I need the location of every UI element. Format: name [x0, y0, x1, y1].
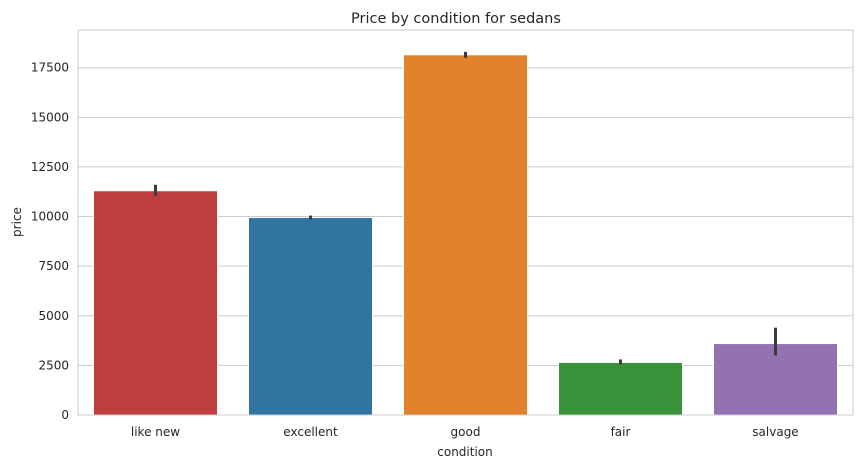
- error-bars: [154, 51, 777, 365]
- y-axis-label: price: [10, 207, 24, 237]
- x-tick-labels: like new excellent good fair salvage: [131, 425, 799, 439]
- x-axis-label: condition: [437, 445, 492, 459]
- x-tick-label: good: [451, 425, 481, 439]
- bar-fair: [558, 361, 683, 416]
- plot-frame: [77, 29, 854, 416]
- y-tick-label: 15000: [31, 110, 69, 124]
- y-tick-label: 0: [61, 408, 69, 422]
- bar-good: [403, 54, 528, 416]
- y-tick-labels: 0 2500 5000 7500 10000 12500 15000 17500: [31, 61, 69, 422]
- y-tick-label: 2500: [38, 358, 69, 372]
- y-tick-label: 17500: [31, 61, 69, 75]
- x-tick-label: like new: [131, 425, 180, 439]
- bar-like-new: [93, 190, 218, 416]
- y-tick-label: 7500: [38, 259, 69, 273]
- bar-excellent: [248, 217, 373, 416]
- x-tick-label: fair: [611, 425, 631, 439]
- x-tick-label: salvage: [752, 425, 798, 439]
- chart-title: Price by condition for sedans: [351, 11, 561, 27]
- y-tick-label: 12500: [31, 160, 69, 174]
- x-tick-label: excellent: [283, 425, 338, 439]
- bars: [93, 54, 838, 416]
- y-tick-label: 5000: [38, 309, 69, 323]
- y-tick-label: 10000: [31, 210, 69, 224]
